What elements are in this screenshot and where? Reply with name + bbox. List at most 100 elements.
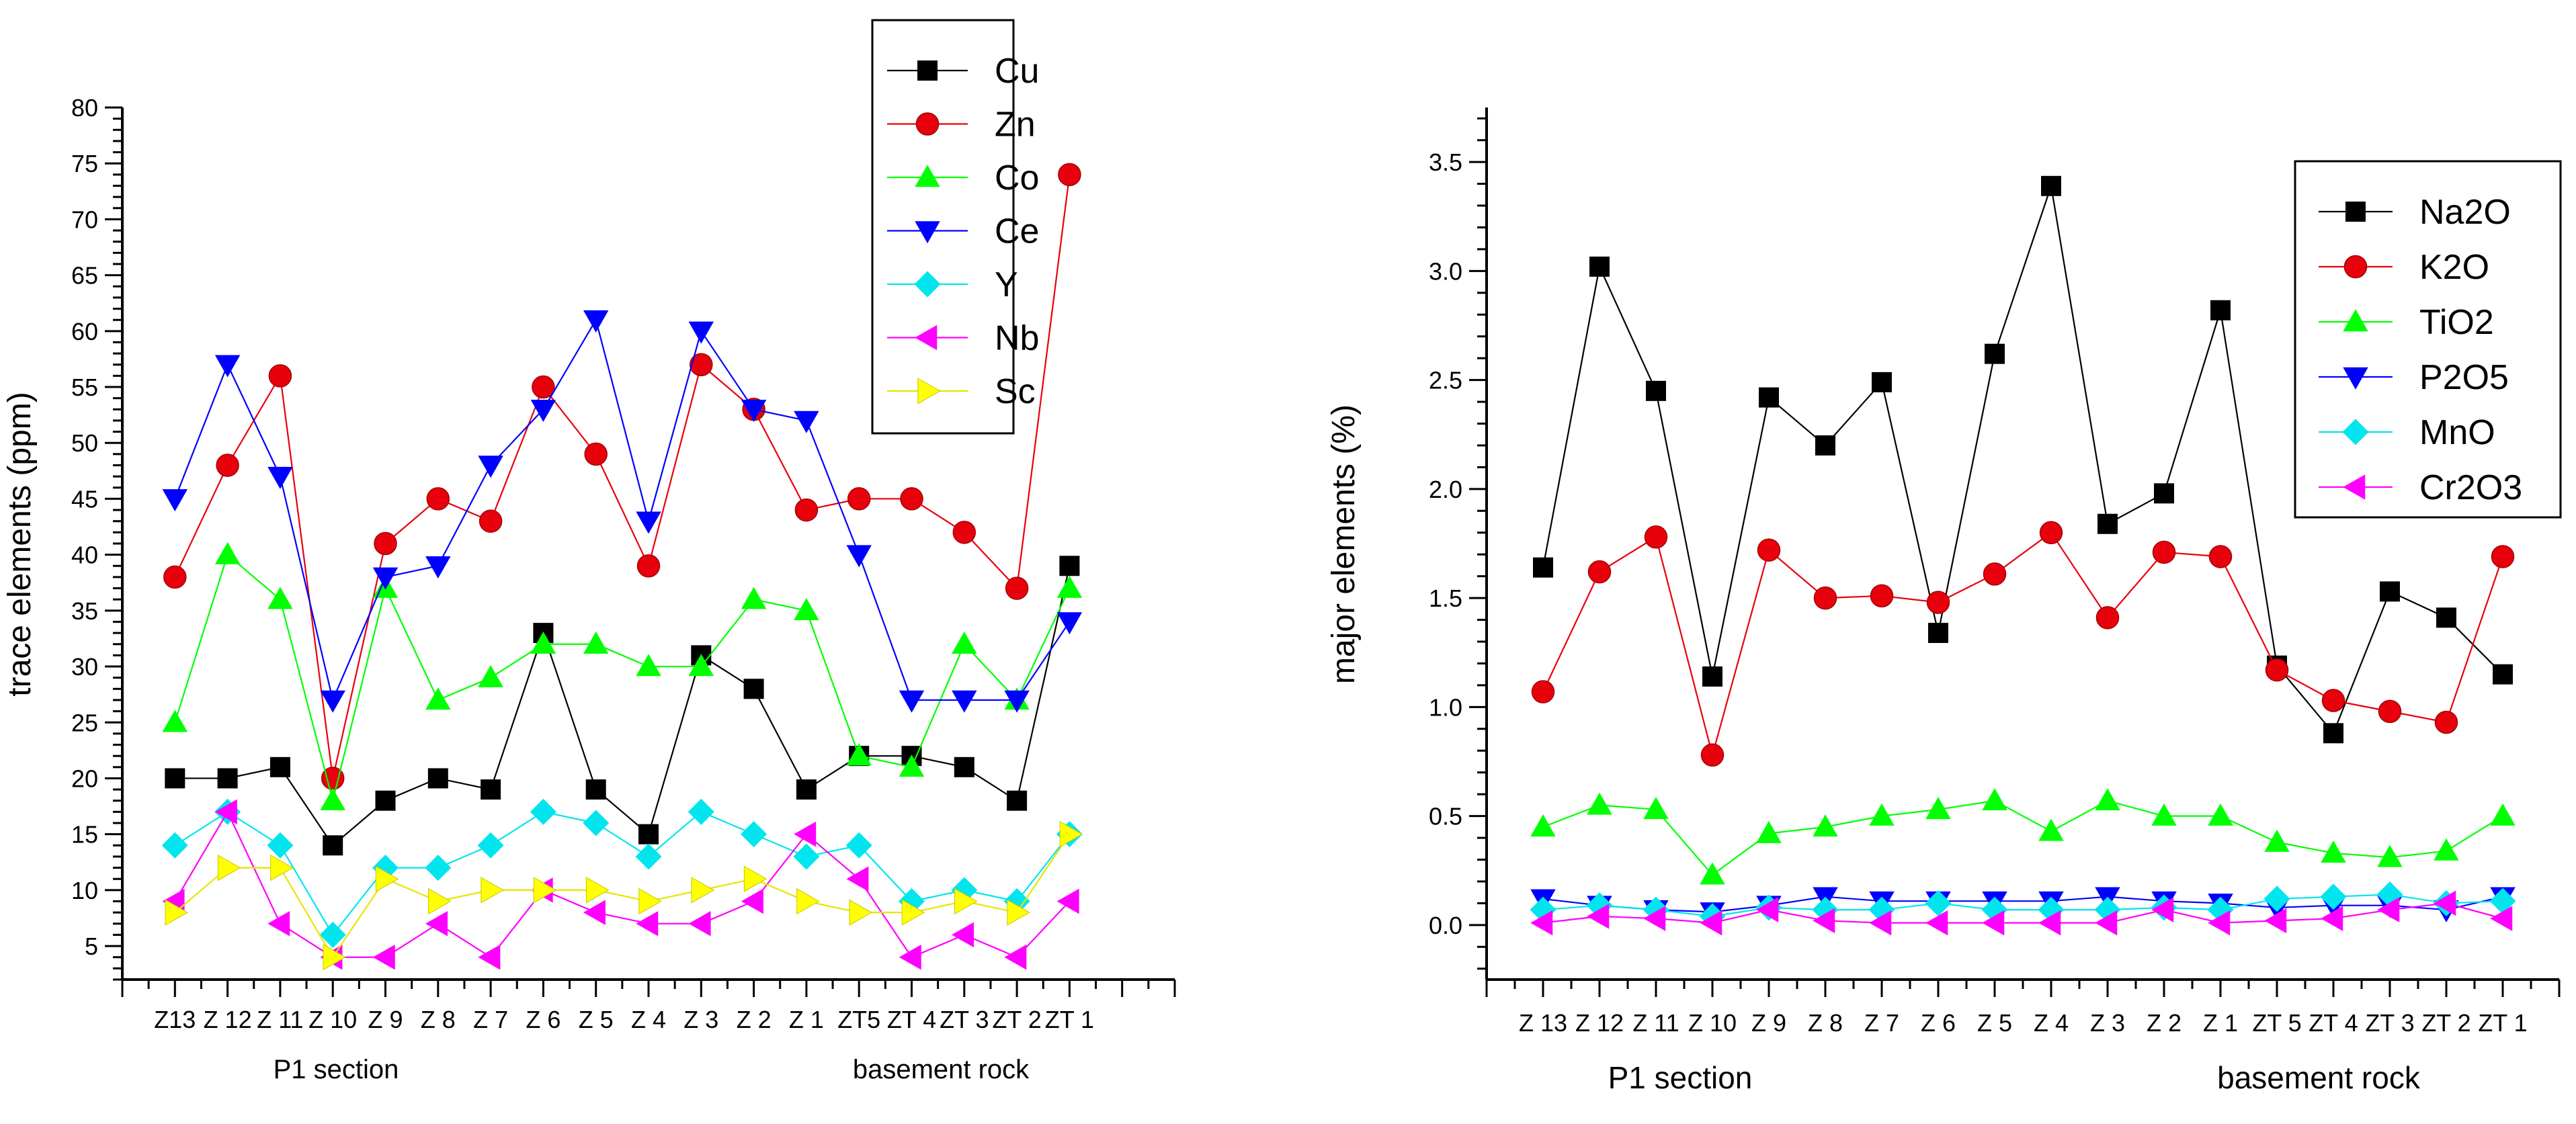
- point-co-z-6: [530, 632, 556, 654]
- point-nb-z-12: [214, 799, 237, 825]
- point-nb-zt-4: [899, 944, 921, 970]
- x-tick-label-zt-2: ZT 2: [2421, 1009, 2470, 1037]
- section-label-basement-rock: basement rock: [2217, 1060, 2421, 1095]
- y-axis-label: major elements (%): [1326, 404, 1362, 684]
- point-cr2o3-z-12: [1587, 904, 1610, 929]
- point-cu-z-8: [427, 768, 448, 789]
- point-co-z-12: [214, 542, 241, 564]
- series-tio2: [1530, 788, 2516, 885]
- point-k2o-zt-5: [2265, 658, 2289, 682]
- legend-box: [2294, 160, 2562, 519]
- point-na2o-z-8: [1815, 435, 1835, 456]
- x-tick-label-z-8: Z 8: [421, 1006, 456, 1033]
- x-tick-label-z-3: Z 3: [683, 1006, 718, 1033]
- legend-label-ce: Ce: [995, 212, 1039, 251]
- point-k2o-z-11: [1644, 525, 1668, 549]
- y-tick-label: 1.5: [1429, 585, 1462, 612]
- point-co-zt-1: [1056, 575, 1083, 598]
- y-tick-label: 35: [71, 597, 98, 625]
- point-y-z13: [161, 832, 188, 859]
- point-na2o-z-7: [1872, 372, 1892, 392]
- section-label-p1-section: P1 section: [1608, 1060, 1753, 1095]
- legend-marker-mno: [2342, 419, 2369, 445]
- point-ce-z-10: [320, 690, 345, 713]
- point-tio2-z-12: [1587, 792, 1612, 815]
- x-tick-label-z-9: Z 9: [368, 1006, 403, 1033]
- point-na2o-z-5: [1985, 343, 2005, 364]
- point-cr2o3-z-8: [1813, 908, 1835, 934]
- series-zn: [163, 163, 1081, 790]
- y-tick-label: 5: [85, 933, 98, 960]
- point-cu-z13: [165, 768, 185, 789]
- point-na2o-z-12: [1589, 256, 1610, 277]
- point-cu-z-11: [269, 756, 290, 777]
- point-k2o-z-1: [2208, 545, 2233, 568]
- point-nb-z-9: [372, 944, 395, 970]
- point-sc-z-1: [796, 888, 820, 915]
- point-co-z-11: [267, 587, 293, 609]
- point-tio2-zt-3: [2377, 845, 2403, 867]
- legend-marker-k2o: [2343, 255, 2368, 279]
- point-co-z-3: [688, 654, 714, 677]
- legend: Cu Zn Co Ce Y Nb Sc: [871, 19, 1039, 435]
- series-cr2o3: [1530, 890, 2513, 936]
- point-co-z-5: [583, 632, 609, 654]
- point-nb-zt-3: [952, 922, 974, 948]
- point-zn-zt-3: [952, 521, 977, 544]
- point-tio2-zt-5: [2264, 829, 2290, 852]
- x-tick-label-zt-4: ZT 4: [887, 1006, 936, 1033]
- point-co-z-2: [741, 587, 767, 609]
- x-tick-label-zt-4: ZT 4: [2309, 1009, 2358, 1037]
- legend-label-sc: Sc: [995, 372, 1036, 411]
- point-sc-z-12: [217, 854, 241, 881]
- point-cr2o3-z-6: [1925, 910, 1948, 936]
- point-ce-z-8: [425, 556, 451, 579]
- point-zn-z-12: [216, 453, 239, 477]
- point-cu-zt-1: [1059, 556, 1080, 576]
- legend-marker-cr2o3: [2343, 474, 2366, 500]
- point-y-z-1: [793, 843, 820, 870]
- point-cu-z-4: [638, 824, 659, 845]
- x-tick-label-z-10: Z 10: [1688, 1009, 1737, 1037]
- x-tick-label-z-12: Z 12: [1575, 1009, 1624, 1037]
- legend-marker-tio2: [2343, 309, 2368, 332]
- legend-label-na2o: Na2O: [2419, 193, 2511, 232]
- y-tick-label: 20: [71, 765, 98, 792]
- point-na2o-z-1: [2210, 300, 2231, 320]
- series-k2o: [1531, 521, 2515, 767]
- legend-label-cu: Cu: [995, 52, 1039, 91]
- point-cr2o3-z-5: [1982, 910, 2005, 936]
- point-ce-z-6: [530, 400, 556, 423]
- point-cr2o3-zt-1: [2490, 906, 2513, 931]
- point-nb-zt-1: [1056, 888, 1079, 914]
- point-cr2o3-z-11: [1643, 906, 1666, 931]
- point-ce-z-5: [583, 310, 609, 333]
- point-tio2-zt-1: [2490, 803, 2516, 826]
- point-tio2-z-2: [2151, 803, 2177, 826]
- point-tio2-z-3: [2095, 788, 2120, 811]
- legend-marker-cu: [917, 60, 938, 81]
- point-tio2-z-11: [1643, 797, 1669, 820]
- point-tio2-z-1: [2208, 803, 2233, 826]
- point-nb-z-11: [267, 911, 290, 937]
- point-cu-z-9: [375, 790, 396, 811]
- point-ce-zt-4: [899, 690, 925, 713]
- point-cr2o3-z-13: [1530, 910, 1553, 936]
- point-cr2o3-z-4: [2038, 910, 2061, 936]
- point-k2o-z-7: [1870, 584, 1894, 608]
- point-tio2-z-5: [1982, 788, 2007, 811]
- point-cr2o3-zt-4: [2321, 906, 2343, 931]
- point-na2o-zt-1: [2493, 664, 2513, 685]
- point-mno-z-6: [1925, 890, 1952, 916]
- point-nb-z-5: [583, 900, 606, 925]
- x-tick-label-z-7: Z 7: [473, 1006, 508, 1033]
- point-cu-zt-3: [954, 756, 974, 777]
- x-tick-label-z-2: Z 2: [2147, 1009, 2182, 1037]
- series-line-na2o: [1542, 185, 2503, 735]
- y-tick-label: 45: [71, 485, 98, 513]
- point-k2o-z-12: [1587, 560, 1612, 584]
- point-k2o-zt-3: [2378, 699, 2402, 724]
- series-line-k2o: [1542, 531, 2504, 759]
- point-cr2o3-z-9: [1756, 897, 1779, 922]
- point-sc-z-7: [481, 877, 504, 904]
